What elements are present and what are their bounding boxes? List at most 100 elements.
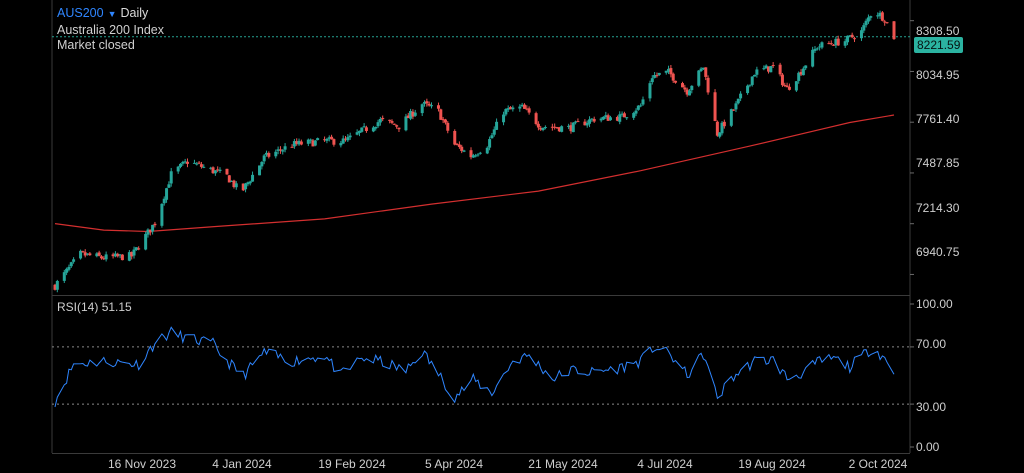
candle-body: [411, 111, 415, 117]
candle-body: [332, 139, 336, 145]
candle-body: [769, 66, 773, 73]
candle-body: [608, 117, 612, 121]
candle-body: [439, 109, 443, 120]
candle-body: [264, 152, 268, 155]
candle-body: [715, 121, 719, 136]
candle-body: [364, 127, 368, 132]
candle-body: [72, 259, 76, 262]
candle-body: [457, 144, 461, 147]
candle-body: [495, 121, 499, 130]
price-tick: 7487.85: [916, 156, 960, 170]
candle-body: [488, 139, 492, 148]
candle-body: [227, 175, 231, 183]
candle-body: [397, 127, 401, 130]
candle-body: [671, 73, 675, 81]
candle-body: [348, 135, 352, 138]
candle-body: [67, 266, 71, 270]
price-tick: 8034.95: [916, 68, 960, 82]
candle-body: [346, 137, 350, 141]
candle-body: [862, 25, 866, 31]
candle-body: [657, 72, 661, 75]
candle-body: [618, 114, 622, 122]
candle-body: [148, 229, 152, 233]
candle-body: [116, 253, 120, 257]
candle-body: [478, 152, 482, 154]
candle-body: [144, 234, 148, 250]
date-tick: 19 Aug 2024: [738, 457, 806, 471]
market-status: Market closed: [57, 38, 135, 52]
candle-body: [569, 125, 573, 132]
candle-body: [102, 258, 106, 260]
candle-body: [880, 12, 884, 21]
candle-body: [406, 115, 410, 119]
symbol-dropdown-icon[interactable]: ▼: [107, 9, 117, 19]
candle-body: [748, 84, 752, 86]
candle-body: [330, 136, 334, 140]
candle-body: [392, 123, 396, 125]
candle-body: [179, 163, 183, 167]
candle-body: [262, 155, 266, 162]
candle-body: [395, 125, 399, 127]
candle-body: [599, 118, 603, 121]
candle-body: [732, 109, 736, 111]
candle-body: [750, 76, 754, 85]
date-tick: 16 Nov 2023: [107, 457, 177, 471]
symbol-name[interactable]: AUS200: [57, 6, 104, 20]
candle-body: [134, 247, 138, 251]
candle-body: [797, 72, 801, 81]
candle-body: [699, 68, 703, 72]
candle-body: [230, 180, 234, 182]
candle-body: [555, 127, 559, 129]
chart-frame: [51, 0, 911, 454]
candle-body: [636, 105, 640, 110]
candle-body: [183, 161, 187, 163]
candle-body: [216, 169, 220, 171]
candle-body: [601, 116, 605, 120]
candle-body: [683, 87, 687, 90]
candle-body: [687, 90, 691, 96]
candle-body: [664, 70, 668, 73]
timeframe-label[interactable]: Daily: [120, 6, 149, 20]
rsi-label: RSI(14) 51.15: [57, 300, 132, 314]
candle-body: [62, 272, 66, 281]
candle-body: [801, 68, 805, 76]
candle-body: [104, 254, 108, 260]
candle-body: [376, 122, 380, 127]
candle-body: [65, 268, 69, 273]
candle-body: [120, 254, 124, 261]
candle-body: [132, 249, 136, 256]
candle-body: [622, 113, 626, 118]
candle-body: [181, 161, 185, 164]
candle-body: [388, 119, 392, 121]
candle-body: [225, 168, 229, 175]
candle-body: [746, 85, 750, 94]
candle-body: [506, 108, 510, 110]
candle-body: [267, 153, 271, 157]
candle-body: [113, 253, 117, 257]
candle-body: [567, 125, 571, 127]
candle-body: [88, 253, 92, 256]
candle-body: [409, 111, 413, 119]
candle-body: [295, 141, 299, 144]
candle-body: [79, 250, 83, 259]
candle-body: [485, 147, 489, 154]
symbol-row[interactable]: AUS200 ▼ Daily: [57, 6, 148, 21]
candle-body: [244, 183, 248, 190]
candle-body: [799, 72, 803, 75]
candle-body: [441, 119, 445, 121]
candle-body: [653, 74, 657, 78]
candle-body: [281, 150, 285, 152]
candle-body: [560, 126, 564, 132]
candle-body: [639, 105, 643, 107]
rsi-value: 51.15: [101, 300, 132, 314]
candle-body: [232, 180, 236, 188]
candle-body: [843, 41, 847, 46]
candle-body: [585, 123, 589, 126]
candle-body: [199, 164, 203, 167]
candle-body: [536, 123, 540, 128]
candle-body: [820, 42, 824, 48]
candle-body: [274, 151, 278, 157]
candle-body: [462, 150, 466, 152]
candle-body: [713, 92, 717, 121]
